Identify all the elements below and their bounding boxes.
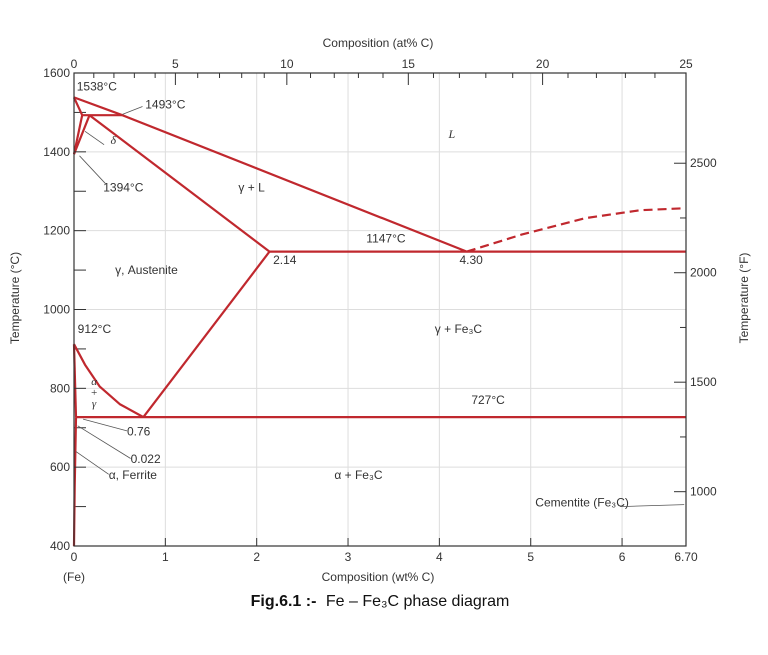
left-tick-label: 1600 <box>43 66 70 80</box>
right-tick-label: 2500 <box>690 156 717 170</box>
label-delta: δ <box>111 133 117 147</box>
label-alpha-gamma-line: α <box>91 376 97 388</box>
label-1394: 1394°C <box>103 180 143 194</box>
top-tick-label: 15 <box>402 57 416 71</box>
label-4-30: 4.30 <box>459 253 483 267</box>
phase-line-delta-solvus <box>72 114 84 155</box>
label-1147: 1147°C <box>366 231 406 245</box>
bottom-axis-label: Composition (wt% C) <box>322 570 435 584</box>
label-727: 727°C <box>471 393 505 407</box>
label-liquid: L <box>448 127 456 141</box>
region-labels: 1538°C 1493°C δ L 1394°C γ + L 1147°C 2.14 4.30 γ… <box>77 80 629 510</box>
right-axis-label: Temperature (°F) <box>737 253 751 344</box>
phase-line-gamma-delta-boundary <box>72 114 91 155</box>
leader-line <box>122 106 143 115</box>
top-tick-label: 0 <box>71 57 78 71</box>
phase-line-acm-line <box>142 250 271 418</box>
left-tick-label: 800 <box>50 381 70 395</box>
phase-line-solidus-delta <box>73 96 84 116</box>
bottom-tick-label: 4 <box>436 550 443 564</box>
right-tick-label: 2000 <box>690 266 717 280</box>
phase-line-solidus-gamma <box>88 114 271 253</box>
left-tick-label: 400 <box>50 539 70 553</box>
axis-bottom: 0 1 2 3 4 5 6 6.70 <box>71 538 698 564</box>
phase-line-liquidus-delta <box>73 96 123 117</box>
leader-lines <box>75 106 685 507</box>
top-tick-label: 20 <box>536 57 550 71</box>
leader-line <box>75 451 109 475</box>
left-tick-label: 1200 <box>43 224 70 238</box>
leader-line <box>84 130 105 146</box>
label-0-76: 0.76 <box>127 425 151 439</box>
label-alpha-gamma-line: + <box>90 387 97 399</box>
caption-bold: Fig.6.1 :- <box>251 593 317 610</box>
phase-line-liquidus-main <box>121 114 468 253</box>
leader-line <box>620 504 685 507</box>
caption-text: Fe – Fe₃C phase diagram <box>326 593 510 610</box>
top-tick-label: 25 <box>679 57 693 71</box>
label-cementite: Cementite (Fe₃C) <box>535 496 629 510</box>
bottom-tick-label: 6 <box>619 550 626 564</box>
label-gamma-l: γ + L <box>238 180 265 194</box>
left-tick-label: 1000 <box>43 303 70 317</box>
axis-right: 1000 1500 2000 2500 <box>674 156 717 499</box>
label-0-022: 0.022 <box>131 452 161 466</box>
leader-line <box>77 425 131 459</box>
top-axis-label: Composition (at% C) <box>323 36 434 50</box>
fe-origin-label: (Fe) <box>63 570 85 584</box>
left-tick-label: 1400 <box>43 145 70 159</box>
label-ferrite: α, Ferrite <box>109 468 158 482</box>
chart-grid <box>74 73 686 546</box>
right-tick-label: 1000 <box>690 485 717 499</box>
top-tick-label: 10 <box>280 57 294 71</box>
label-1538: 1538°C <box>77 80 117 94</box>
label-austenite: γ, Austenite <box>115 263 178 277</box>
label-gamma-fe3c: γ + Fe₃C <box>435 322 483 336</box>
phase-line-liquidus-cementite <box>466 207 687 253</box>
top-tick-label: 5 <box>172 57 179 71</box>
bottom-tick-label: 1 <box>162 550 169 564</box>
axis-left: 400 600 800 1000 1200 1400 1600 <box>43 66 86 553</box>
label-2-14: 2.14 <box>273 253 297 267</box>
leader-line <box>79 155 107 185</box>
figure-caption: Fig.6.1 :- Fe – Fe₃C phase diagram <box>251 593 510 610</box>
bottom-tick-label: 2 <box>253 550 260 564</box>
bottom-tick-label: 6.70 <box>674 550 698 564</box>
bottom-tick-label: 5 <box>527 550 534 564</box>
axis-top: 0 5 10 15 20 25 <box>71 57 693 85</box>
bottom-tick-label: 3 <box>345 550 352 564</box>
bottom-tick-label: 0 <box>71 550 78 564</box>
label-alpha-gamma-line: γ <box>92 398 97 410</box>
label-alpha-fe3c: α + Fe₃C <box>334 468 383 482</box>
phase-lines <box>72 96 687 547</box>
left-axis-label: Temperature (°C) <box>8 252 22 344</box>
right-tick-label: 1500 <box>690 375 717 389</box>
label-1493: 1493°C <box>145 97 185 111</box>
leader-line <box>82 418 128 432</box>
left-tick-label: 600 <box>50 460 70 474</box>
phase-line-a3-line <box>73 343 144 419</box>
label-912: 912°C <box>78 322 112 336</box>
